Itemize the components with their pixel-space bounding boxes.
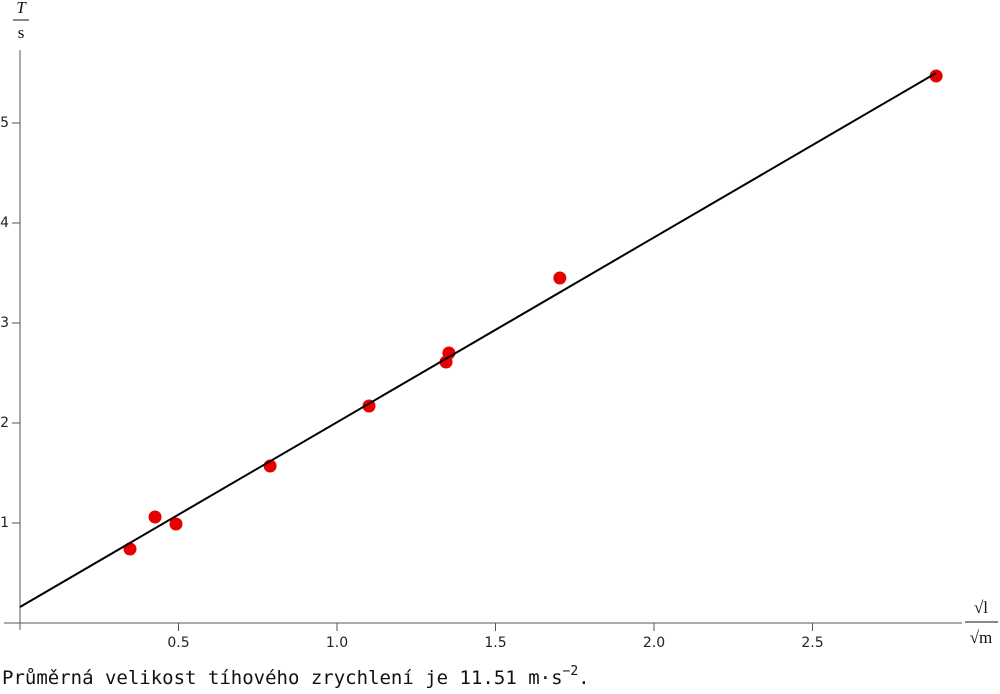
caption: Průměrná velikost tíhového zrychlení je …: [2, 664, 590, 689]
data-point: [169, 517, 183, 531]
caption-superscript: −2: [563, 664, 579, 679]
caption-end: .: [578, 667, 589, 689]
y-tick-label: 1: [0, 515, 9, 531]
x-tick-label: 1.5: [484, 635, 506, 651]
caption-text: Průměrná velikost tíhového zrychlení je …: [2, 667, 563, 689]
x-label-numerator: √l: [974, 598, 988, 617]
y-tick-label: 2: [0, 415, 9, 431]
x-tick-label: 0.5: [167, 635, 189, 651]
y-label-numerator: T: [16, 0, 27, 17]
x-tick-label: 2.0: [643, 635, 665, 651]
y-tick-label: 4: [0, 215, 9, 231]
data-point: [553, 271, 567, 285]
data-point: [148, 510, 162, 524]
x-tick-label: 1.0: [326, 635, 348, 651]
fit-line: [19, 72, 937, 608]
x-tick-label: 2.5: [801, 635, 823, 651]
x-label-denominator: √m: [970, 628, 993, 647]
y-tick-label: 3: [0, 315, 9, 331]
y-label-denominator: s: [18, 23, 25, 42]
data-point: [929, 69, 943, 83]
y-tick-label: 5: [0, 115, 9, 131]
